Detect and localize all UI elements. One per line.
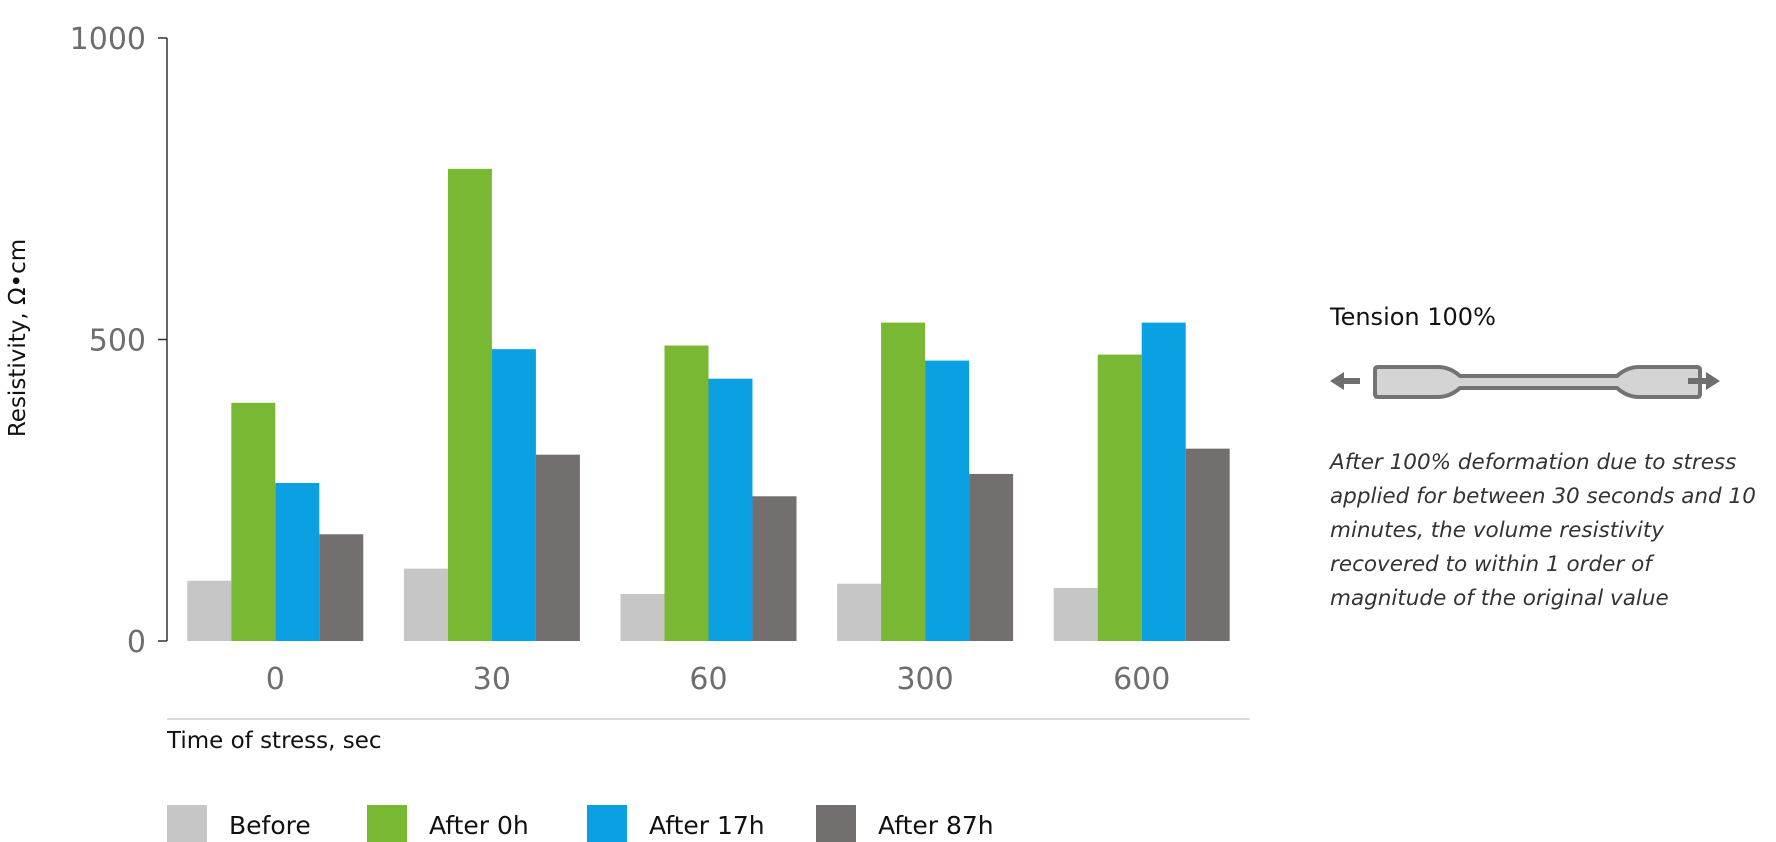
y-tick-label: 500: [89, 324, 146, 359]
tensile-specimen-icon: [1330, 365, 1720, 399]
bar-after-87h-60: [752, 496, 797, 641]
x-axis-title: Time of stress, sec: [166, 728, 382, 754]
right-arrow-icon: [1688, 372, 1720, 390]
legend-label: After 87h: [878, 811, 994, 840]
bar-after-17h-0: [275, 483, 320, 641]
x-tick-label: 300: [896, 662, 953, 697]
bar-after-0h-300: [881, 322, 926, 641]
legend-swatch: [587, 805, 627, 842]
bars-group: [187, 168, 1230, 641]
annotation-panel: Tension 100% After 100% deformation due …: [1330, 300, 1770, 616]
bar-after-0h-0: [231, 402, 276, 641]
legend: Before After 0h After 17h After 87h: [167, 805, 994, 842]
legend-swatch: [816, 805, 856, 842]
bar-after-0h-30: [447, 168, 492, 641]
bar-after-87h-600: [1185, 448, 1230, 641]
x-tick-label: 0: [266, 662, 285, 697]
y-axis-title: Resistivity, Ω•cm: [5, 239, 31, 437]
legend-label: After 0h: [429, 811, 529, 840]
bar-before-30: [403, 568, 448, 641]
bar-before-300: [837, 583, 882, 641]
bar-after-17h-60: [708, 378, 753, 641]
bar-after-87h-300: [969, 473, 1014, 641]
legend-swatch: [367, 805, 407, 842]
legend-swatch: [167, 805, 207, 842]
x-tick-label: 60: [689, 662, 727, 697]
bar-after-87h-30: [535, 454, 580, 641]
legend-label: Before: [229, 811, 311, 840]
x-tick-label: 30: [473, 662, 511, 697]
bar-before-60: [620, 593, 665, 641]
panel-title: Tension 100%: [1330, 303, 1496, 331]
axes-group: 0 30 60 300 600 0 500 1000 Time of stress, sec Re…: [5, 22, 1250, 754]
panel-note: After 100% deformation due to stress app…: [1330, 450, 1756, 611]
bar-after-87h-0: [319, 534, 364, 641]
bar-before-0: [187, 580, 232, 641]
left-arrow-icon: [1330, 372, 1360, 390]
dogbone-specimen: [1373, 365, 1702, 399]
bar-after-17h-30: [491, 349, 536, 641]
y-tick-label: 1000: [70, 22, 146, 57]
x-tick-label: 600: [1113, 662, 1170, 697]
bar-after-17h-600: [1141, 322, 1186, 641]
bar-before-600: [1053, 587, 1098, 641]
bar-after-0h-600: [1097, 354, 1142, 641]
legend-label: After 17h: [649, 811, 765, 840]
bar-after-0h-60: [664, 345, 709, 641]
bar-chart: 0 30 60 300 600 0 500 1000 Time of stress, sec Re…: [5, 22, 1250, 842]
bar-after-17h-300: [925, 360, 970, 641]
y-tick-label: 0: [127, 625, 146, 660]
